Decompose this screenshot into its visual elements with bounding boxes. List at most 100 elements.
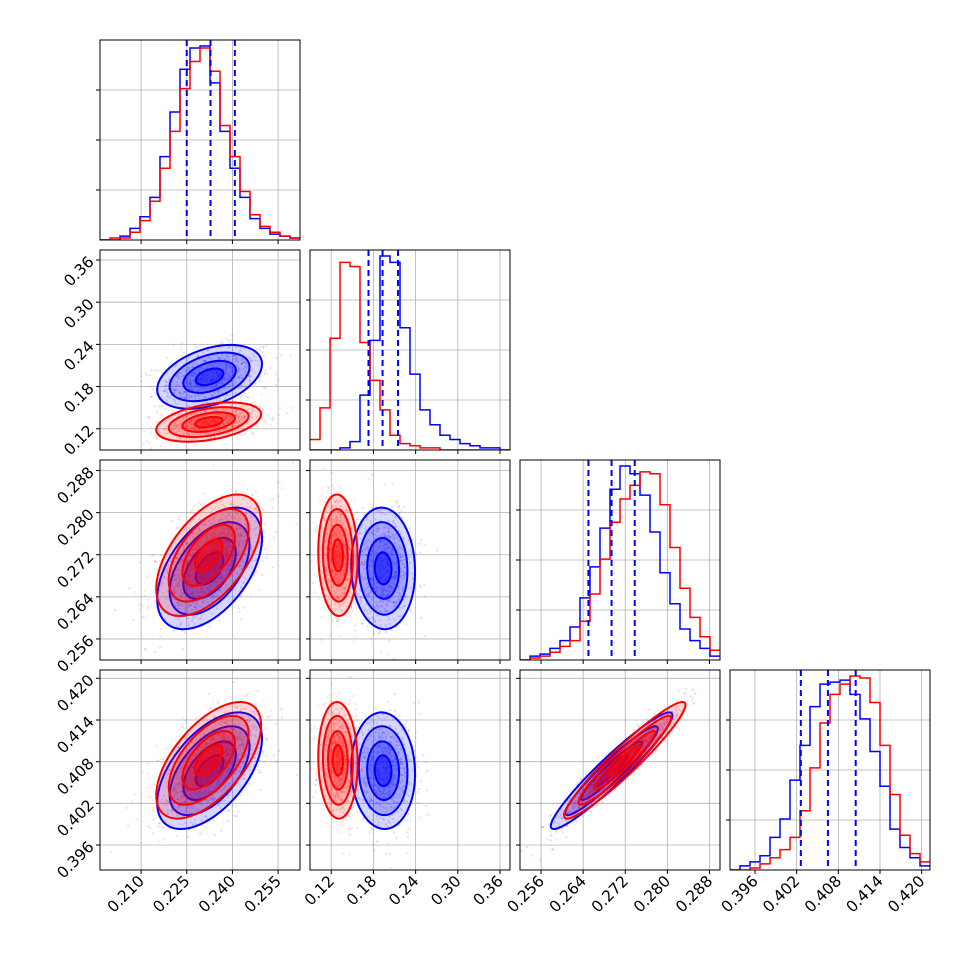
- scatter-point: [203, 548, 206, 551]
- gridlines: [100, 460, 300, 660]
- scatter-point: [384, 513, 387, 516]
- scatter-point: [191, 374, 194, 378]
- scatter-point: [161, 758, 164, 761]
- scatter-point: [329, 559, 332, 562]
- scatter-point: [187, 554, 190, 557]
- scatter-point: [198, 380, 201, 383]
- scatter-point: [242, 419, 245, 423]
- scatter-point: [214, 533, 217, 536]
- scatter-point: [368, 565, 371, 568]
- scatter-point: [212, 418, 216, 421]
- scatter-point: [358, 589, 361, 592]
- scatter-point: [388, 547, 391, 550]
- scatter-point: [186, 572, 189, 575]
- scatter-point: [237, 810, 240, 813]
- scatter-point: [212, 422, 215, 425]
- scatter-point: [202, 602, 205, 605]
- scatter-point: [195, 601, 198, 604]
- scatter-point: [339, 500, 342, 503]
- scatter-point: [195, 608, 198, 611]
- scatter-point: [237, 420, 240, 423]
- scatter-point: [210, 380, 214, 383]
- scatter-point: [335, 518, 338, 521]
- scatter-point: [235, 512, 238, 515]
- scatter-point: [211, 546, 214, 549]
- scatter-point: [335, 562, 339, 565]
- scatter-point: [376, 587, 379, 590]
- scatter-point: [194, 382, 197, 385]
- scatter-point: [399, 576, 403, 579]
- scatter-point: [194, 543, 197, 546]
- scatter-point: [162, 576, 166, 579]
- scatter-point: [228, 373, 231, 377]
- scatter-point: [198, 429, 201, 432]
- scatter-point: [229, 503, 232, 506]
- scatter-point: [190, 566, 193, 569]
- scatter-point: [145, 440, 148, 443]
- scatter-point: [252, 432, 255, 435]
- scatter-point: [210, 568, 213, 571]
- scatter-point: [403, 566, 406, 569]
- scatter-point: [206, 550, 209, 554]
- scatter-point: [335, 516, 338, 519]
- scatter-point: [210, 516, 213, 519]
- scatter-point: [223, 397, 226, 400]
- scatter-point: [195, 542, 198, 546]
- scatter-point: [165, 571, 169, 574]
- scatter-point: [187, 433, 191, 436]
- scatter-point: [387, 587, 390, 590]
- scatter-point: [386, 560, 389, 563]
- scatter-point: [180, 612, 183, 615]
- scatter-point: [182, 417, 185, 420]
- scatter-point: [383, 578, 386, 581]
- scatter-point: [386, 593, 389, 596]
- scatter-point: [382, 593, 385, 596]
- scatter-point: [226, 364, 229, 368]
- scatter-point: [128, 587, 131, 590]
- scatter-point: [202, 591, 205, 594]
- scatter-point: [366, 545, 369, 548]
- scatter-point: [238, 412, 242, 415]
- scatter-point: [204, 379, 207, 382]
- scatter-point: [224, 527, 227, 530]
- scatter-point: [215, 555, 218, 558]
- scatter-point: [371, 548, 374, 551]
- scatter-point: [371, 583, 374, 586]
- scatter-point: [205, 419, 208, 422]
- scatter-point: [237, 565, 240, 569]
- scatter-point: [386, 571, 389, 574]
- scatter-point: [198, 594, 201, 598]
- scatter-point: [170, 443, 173, 446]
- scatter-point: [210, 370, 213, 373]
- scatter-point: [390, 586, 393, 589]
- scatter-point: [189, 424, 193, 427]
- scatter-point: [330, 538, 333, 541]
- scatter-point: [194, 426, 197, 429]
- scatter-point: [376, 529, 379, 533]
- scatter-point: [376, 566, 379, 569]
- scatter-point: [176, 584, 179, 587]
- scatter-point: [195, 412, 198, 415]
- scatter-point: [176, 425, 179, 429]
- scatter-point: [315, 526, 318, 530]
- scatter-point: [232, 561, 236, 564]
- scatter-point: [192, 532, 195, 535]
- scatter-point: [211, 559, 214, 562]
- scatter-point: [189, 534, 192, 537]
- scatter-point: [394, 516, 397, 519]
- scatter-point: [193, 428, 196, 431]
- scatter-point: [191, 559, 194, 563]
- scatter-point: [210, 419, 213, 422]
- scatter-point: [392, 519, 395, 522]
- scatter-point: [229, 418, 232, 421]
- scatter-point: [345, 509, 348, 512]
- scatter-point: [202, 376, 205, 379]
- scatter-point: [182, 530, 185, 533]
- scatter-point: [331, 570, 334, 573]
- scatter-point: [228, 545, 231, 548]
- scatter-point: [227, 533, 230, 537]
- scatter-point: [198, 605, 201, 608]
- density-fill-series-1: [156, 402, 262, 442]
- scatter-point: [235, 413, 238, 416]
- scatter-point: [223, 375, 226, 378]
